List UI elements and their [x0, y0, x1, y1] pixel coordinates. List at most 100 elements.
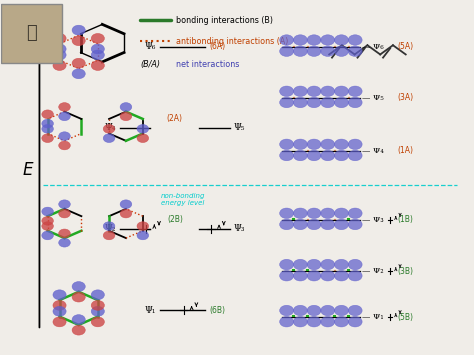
Circle shape: [120, 112, 132, 121]
Circle shape: [293, 317, 307, 327]
Circle shape: [321, 86, 335, 97]
Circle shape: [293, 305, 307, 316]
Circle shape: [280, 208, 293, 218]
Circle shape: [348, 317, 362, 327]
Circle shape: [280, 139, 293, 149]
Circle shape: [307, 305, 321, 316]
Circle shape: [293, 271, 307, 281]
Circle shape: [335, 317, 348, 327]
Circle shape: [280, 317, 293, 327]
Circle shape: [335, 208, 348, 218]
Circle shape: [42, 125, 54, 133]
Circle shape: [321, 317, 335, 327]
Circle shape: [293, 208, 307, 218]
Text: (2A): (2A): [167, 114, 183, 123]
Circle shape: [293, 86, 307, 97]
Circle shape: [293, 219, 307, 230]
Circle shape: [321, 271, 335, 281]
Circle shape: [293, 139, 307, 149]
Circle shape: [307, 317, 321, 327]
Text: — Ψ₄: — Ψ₄: [362, 147, 383, 155]
Circle shape: [335, 259, 348, 270]
Circle shape: [280, 305, 293, 316]
Circle shape: [307, 219, 321, 230]
Circle shape: [293, 259, 307, 270]
Text: non-bonding
energy level: non-bonding energy level: [160, 193, 205, 206]
Text: bonding interactions (B): bonding interactions (B): [175, 16, 273, 24]
Circle shape: [321, 219, 335, 230]
Circle shape: [120, 200, 132, 209]
Circle shape: [307, 208, 321, 218]
Circle shape: [72, 292, 85, 302]
Circle shape: [321, 305, 335, 316]
Circle shape: [307, 150, 321, 161]
Circle shape: [293, 150, 307, 161]
Text: Ψ₅: Ψ₅: [234, 124, 245, 132]
Circle shape: [59, 209, 70, 218]
Circle shape: [59, 238, 70, 247]
Text: Ψ₁: Ψ₁: [145, 306, 156, 315]
Circle shape: [280, 219, 293, 230]
Circle shape: [91, 306, 104, 316]
Text: (5A): (5A): [397, 42, 413, 51]
Circle shape: [280, 259, 293, 270]
Text: Ψ₆: Ψ₆: [145, 42, 156, 51]
Circle shape: [59, 112, 70, 121]
Circle shape: [91, 317, 104, 327]
Circle shape: [348, 46, 362, 56]
Text: (1A): (1A): [397, 147, 413, 155]
Circle shape: [120, 209, 132, 218]
Circle shape: [348, 150, 362, 161]
Circle shape: [59, 200, 70, 209]
FancyBboxPatch shape: [0, 4, 62, 62]
Circle shape: [293, 35, 307, 45]
Circle shape: [91, 290, 104, 300]
Text: (3B): (3B): [397, 267, 413, 276]
Circle shape: [42, 207, 54, 216]
Circle shape: [72, 69, 85, 79]
Circle shape: [137, 125, 149, 133]
Circle shape: [42, 222, 54, 230]
Text: — Ψ₆: — Ψ₆: [362, 43, 383, 51]
Circle shape: [307, 271, 321, 281]
Text: (6B): (6B): [209, 306, 225, 315]
Circle shape: [348, 208, 362, 218]
Circle shape: [321, 208, 335, 218]
Circle shape: [53, 61, 66, 70]
Circle shape: [321, 35, 335, 45]
Circle shape: [321, 139, 335, 149]
Circle shape: [335, 305, 348, 316]
Text: — Ψ₁: — Ψ₁: [362, 313, 383, 321]
Circle shape: [72, 58, 85, 68]
Text: net interactions: net interactions: [175, 60, 239, 69]
Circle shape: [137, 222, 149, 230]
Circle shape: [72, 25, 85, 35]
Circle shape: [293, 46, 307, 56]
Circle shape: [348, 97, 362, 108]
Circle shape: [72, 36, 85, 46]
Circle shape: [42, 134, 54, 143]
Circle shape: [348, 35, 362, 45]
Circle shape: [307, 86, 321, 97]
Circle shape: [91, 300, 104, 310]
Circle shape: [59, 229, 70, 238]
Text: (5B): (5B): [397, 313, 413, 322]
Circle shape: [280, 97, 293, 108]
Circle shape: [335, 219, 348, 230]
Circle shape: [293, 97, 307, 108]
Circle shape: [72, 282, 85, 291]
Circle shape: [103, 125, 115, 133]
Circle shape: [321, 259, 335, 270]
Text: E: E: [22, 162, 33, 179]
Circle shape: [59, 103, 70, 111]
Circle shape: [120, 103, 132, 111]
Circle shape: [53, 33, 66, 43]
Circle shape: [280, 86, 293, 97]
Circle shape: [103, 134, 115, 143]
Text: (6A): (6A): [209, 42, 225, 51]
Circle shape: [42, 231, 54, 240]
Text: (1B): (1B): [397, 215, 413, 224]
Text: (2B): (2B): [167, 215, 183, 224]
Circle shape: [280, 35, 293, 45]
Circle shape: [348, 86, 362, 97]
